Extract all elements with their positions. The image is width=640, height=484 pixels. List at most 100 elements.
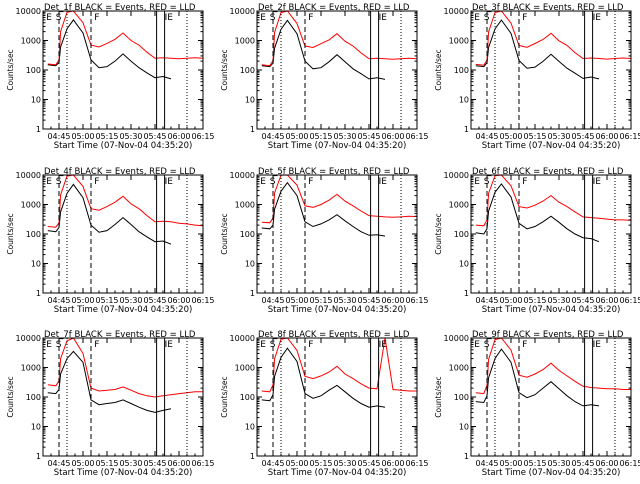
x-axis-label: Start Time (07-Nov-04 04:35:20) — [268, 468, 407, 478]
y-tick-label: 1000 — [449, 364, 469, 373]
marker-label: E — [46, 340, 52, 350]
series-group — [47, 175, 203, 245]
x-tick-label: 06:15 — [619, 132, 640, 141]
x-tick-label: 06:15 — [405, 459, 428, 468]
marker-label: IE — [379, 13, 388, 23]
x-tick-label: 06:00 — [595, 132, 618, 141]
marker-label: S — [270, 177, 276, 187]
y-tick-label: 10000 — [444, 334, 469, 343]
y-tick-label: 1 — [250, 289, 255, 298]
y-tick-label: 100 — [26, 66, 41, 75]
x-tick-label: 05:00 — [285, 459, 308, 468]
x-axis-label: Start Time (07-Nov-04 04:35:20) — [482, 305, 621, 315]
y-tick-label: 10 — [245, 260, 255, 269]
marker-label: S — [56, 340, 62, 350]
y-tick-label: 10 — [31, 260, 41, 269]
x-axis-label: Start Time (07-Nov-04 04:35:20) — [268, 305, 407, 315]
y-axis-label: Counts/sec — [220, 213, 229, 254]
y-tick-label: 1000 — [21, 37, 41, 46]
x-tick-label: 06:00 — [381, 132, 404, 141]
marker-label: S — [270, 13, 276, 23]
x-axis-label: Start Time (07-Nov-04 04:35:20) — [54, 305, 193, 315]
lld-series-line — [475, 338, 631, 395]
x-tick-label: 05:15 — [95, 296, 118, 305]
x-axis-label: Start Time (07-Nov-04 04:35:20) — [482, 141, 621, 151]
marker-label: F — [522, 13, 527, 23]
events-series-line — [47, 183, 172, 245]
x-tick-label: 06:15 — [405, 132, 428, 141]
lld-series-line — [261, 11, 417, 67]
y-tick-label: 10 — [31, 96, 41, 105]
marker-label: E — [260, 13, 266, 23]
lld-series-line — [475, 175, 631, 227]
x-tick-label: 06:15 — [619, 296, 640, 305]
series-group — [261, 11, 417, 80]
marker-label: F — [308, 13, 313, 23]
y-tick-label: 1000 — [235, 201, 255, 210]
y-tick-label: 10 — [459, 96, 469, 105]
events-series-line — [47, 350, 172, 413]
x-tick-label: 05:00 — [285, 296, 308, 305]
y-tick-label: 10000 — [444, 171, 469, 180]
y-tick-label: 100 — [240, 66, 255, 75]
marker-label: E — [46, 13, 52, 23]
marker-label: E — [260, 177, 266, 187]
y-tick-label: 100 — [26, 393, 41, 402]
events-series-line — [261, 347, 386, 408]
x-tick-label: 05:45 — [357, 296, 380, 305]
marker-label: S — [484, 13, 490, 23]
marker-label: F — [308, 177, 313, 187]
panel-title: Det_6f BLACK = Events, RED = LLD — [472, 167, 624, 177]
x-tick-label: 06:00 — [167, 132, 190, 141]
x-tick-label: 05:45 — [143, 459, 166, 468]
x-axis-label: Start Time (07-Nov-04 04:35:20) — [54, 141, 193, 151]
x-tick-label: 06:00 — [167, 296, 190, 305]
x-tick-label: 06:15 — [191, 459, 214, 468]
marker-lines — [58, 175, 188, 293]
x-tick-label: 06:00 — [167, 459, 190, 468]
plot-frame — [470, 337, 632, 457]
y-axis-label: Counts/sec — [434, 376, 443, 417]
events-series-line — [475, 19, 600, 80]
series-group — [475, 11, 631, 80]
panel-title: Det_2f BLACK = Events, RED = LLD — [258, 3, 410, 13]
y-tick-label: 100 — [240, 230, 255, 239]
events-series-line — [261, 19, 386, 80]
x-tick-label: 05:45 — [571, 459, 594, 468]
lld-series-line — [261, 175, 417, 224]
marker-label: E — [260, 340, 266, 350]
y-tick-label: 1000 — [235, 37, 255, 46]
x-tick-label: 04:45 — [47, 132, 70, 141]
x-axis-label: Start Time (07-Nov-04 04:35:20) — [268, 141, 407, 151]
marker-lines — [272, 338, 402, 456]
y-tick-label: 1 — [464, 452, 469, 461]
x-tick-label: 06:15 — [191, 132, 214, 141]
series-group — [475, 338, 631, 407]
x-tick-label: 05:30 — [333, 459, 356, 468]
x-tick-label: 04:45 — [47, 296, 70, 305]
marker-label: IE — [165, 13, 174, 23]
x-tick-label: 05:30 — [547, 132, 570, 141]
y-tick-label: 10 — [245, 423, 255, 432]
panel-title: Det_5f BLACK = Events, RED = LLD — [258, 167, 410, 177]
marker-label: S — [56, 13, 62, 23]
marker-label: IE — [593, 13, 602, 23]
panel-title: Det_9f BLACK = Events, RED = LLD — [472, 330, 624, 340]
y-tick-label: 10000 — [16, 334, 41, 343]
marker-label: IE — [379, 177, 388, 187]
marker-label: F — [94, 340, 99, 350]
x-tick-label: 05:30 — [119, 296, 142, 305]
x-tick-label: 05:30 — [333, 132, 356, 141]
y-tick-label: 1000 — [235, 364, 255, 373]
y-tick-label: 1 — [36, 452, 41, 461]
x-tick-label: 04:45 — [475, 459, 498, 468]
marker-lines — [486, 338, 616, 456]
panel-title: Det_4f BLACK = Events, RED = LLD — [44, 167, 196, 177]
x-tick-label: 05:15 — [95, 459, 118, 468]
marker-label: IE — [593, 177, 602, 187]
